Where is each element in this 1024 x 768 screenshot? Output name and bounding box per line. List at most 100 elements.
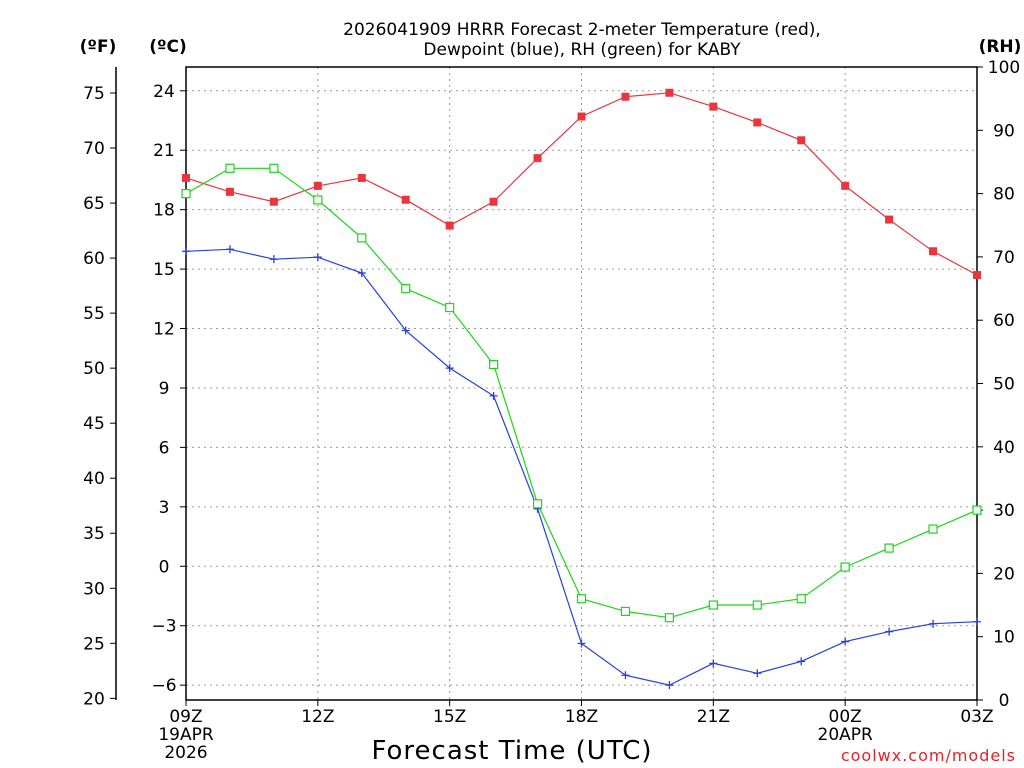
rh-point: [796, 594, 806, 604]
x-tick-label: 19APR: [158, 725, 214, 745]
chart-series: [181, 88, 982, 690]
x-tick-label: 20APR: [818, 725, 874, 745]
dewpoint-point: [665, 681, 674, 690]
rh-point: [401, 283, 411, 294]
dewpoint-point: [445, 364, 454, 373]
rh-point: [269, 163, 279, 173]
dewpoint-point: [885, 627, 894, 636]
rh-tick-label: 20: [993, 564, 1015, 584]
celsius-tick-label: 0: [159, 557, 170, 577]
temperature-point: [797, 136, 806, 145]
celsius-tick-label: 21: [153, 141, 175, 161]
rh-point: [489, 359, 499, 370]
rh-tick-label: 10: [993, 628, 1015, 648]
temperature-point: [973, 271, 981, 280]
fahrenheit-tick-label: 30: [83, 579, 105, 599]
fahrenheit-tick-label: 75: [83, 84, 105, 104]
fahrenheit-tick-label: 50: [83, 359, 105, 379]
rh-point: [313, 195, 323, 205]
temperature-point: [489, 197, 498, 206]
dewpoint-point: [621, 671, 630, 680]
x-tick-label: 12Z: [301, 707, 334, 727]
celsius-tick-label: 18: [153, 201, 175, 221]
rh-point: [664, 613, 674, 623]
temperature-point: [533, 154, 542, 163]
x-tick-label: 2026: [164, 743, 207, 763]
rh-tick-label: 100: [988, 58, 1020, 78]
chart-title-line-1: 2026041909 HRRR Forecast 2-meter Tempera…: [343, 20, 821, 40]
celsius-tick-label: 24: [153, 82, 175, 102]
temperature-point: [313, 181, 322, 190]
dewpoint-point: [797, 657, 806, 666]
fahrenheit-tick-label: 60: [83, 249, 105, 269]
x-tick-label: 03Z: [960, 707, 993, 727]
rh-tick-label: 40: [993, 438, 1015, 458]
celsius-tick-label: 3: [159, 498, 170, 518]
x-tick-label: 00Z: [829, 707, 862, 727]
x-tick-label: 21Z: [697, 707, 730, 727]
rh-point: [620, 606, 631, 616]
temperature-series: [182, 88, 981, 280]
celsius-tick-label: 12: [153, 320, 175, 340]
rh-point: [928, 524, 938, 534]
dewpoint-point: [182, 247, 190, 256]
rh-point: [532, 499, 543, 509]
celsius-tick-label: 15: [153, 260, 175, 280]
celsius-tick-label: 9: [159, 379, 170, 399]
chart-title-line-2: Dewpoint (blue), RH (green) for KABY: [423, 40, 741, 60]
x-tick-label: 09Z: [169, 707, 202, 727]
x-tick-label: 15Z: [433, 707, 466, 727]
temperature-point: [929, 247, 938, 256]
temperature-point: [401, 195, 410, 204]
fahrenheit-tick-label: 25: [83, 634, 105, 654]
celsius-tick-label: −6: [151, 676, 176, 696]
fahrenheit-unit-label: (ºF): [80, 37, 117, 57]
dewpoint-series: [182, 245, 981, 690]
temperature-point: [885, 215, 894, 224]
temperature-point: [445, 221, 454, 230]
temperature-point: [269, 197, 278, 206]
rh-tick-label: 90: [993, 121, 1015, 141]
temperature-point: [709, 102, 718, 111]
rh-point: [752, 600, 762, 610]
temperature-point: [225, 187, 234, 196]
plot-frame: [185, 66, 978, 701]
rh-point: [972, 505, 982, 515]
dewpoint-point: [269, 255, 278, 264]
rh-point: [840, 562, 850, 572]
rh-unit-label: (RH): [979, 37, 1022, 57]
celsius-unit-label: (ºC): [149, 37, 187, 57]
rh-point: [708, 600, 718, 610]
temperature-point: [577, 112, 586, 121]
fahrenheit-tick-label: 45: [83, 414, 105, 434]
temperature-point: [665, 88, 674, 97]
dewpoint-point: [753, 669, 762, 678]
rh-point: [225, 163, 235, 173]
fahrenheit-tick-label: 40: [83, 469, 105, 489]
credit-link[interactable]: coolwx.com/models: [841, 746, 1016, 765]
dewpoint-point: [225, 245, 234, 254]
dewpoint-point: [489, 391, 498, 400]
dewpoint-point: [841, 637, 850, 646]
dewpoint-point: [973, 617, 981, 626]
x-axis-title: Forecast Time (UTC): [371, 736, 652, 766]
rh-point: [884, 543, 894, 553]
rh-tick-label: 0: [999, 691, 1010, 711]
fahrenheit-tick-label: 35: [83, 524, 105, 544]
fahrenheit-tick-label: 55: [83, 304, 105, 324]
fahrenheit-tick-label: 70: [83, 139, 105, 159]
rh-tick-label: 30: [993, 501, 1015, 521]
temperature-point: [182, 173, 190, 182]
chart-grid: [185, 67, 978, 700]
temperature-point: [621, 92, 630, 101]
rh-tick-label: 70: [993, 248, 1015, 268]
rh-point: [357, 233, 367, 243]
temperature-point: [357, 173, 366, 182]
fahrenheit-tick-label: 65: [83, 194, 105, 214]
rh-series: [181, 163, 982, 623]
celsius-tick-label: 6: [159, 438, 170, 458]
dewpoint-point: [313, 253, 322, 262]
fahrenheit-tick-label: 20: [83, 689, 105, 709]
dewpoint-point: [577, 639, 586, 648]
